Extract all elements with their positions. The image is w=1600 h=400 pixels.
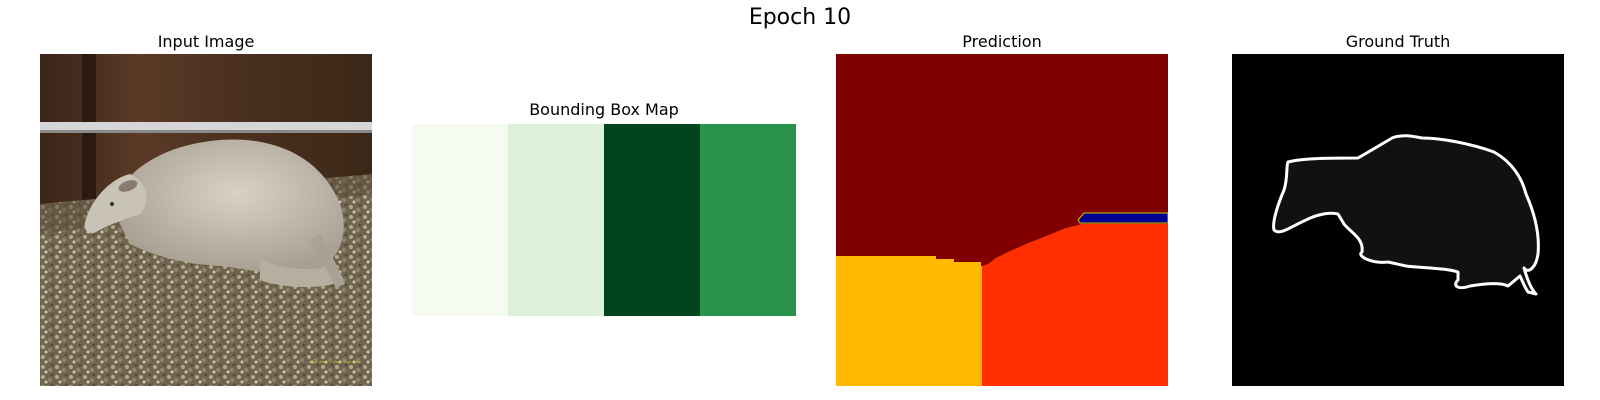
panel-title-ground-truth: Ground Truth — [1345, 32, 1451, 51]
panel-prediction: Prediction — [836, 30, 1168, 386]
panel-title-bbox: Bounding Box Map — [529, 100, 679, 119]
bbox-cell — [412, 124, 509, 316]
prediction-region-red — [982, 224, 1168, 386]
bbox-cell — [508, 124, 605, 316]
panel-title-input: Input Image — [157, 32, 255, 51]
sheep-photo: ~~ ~~~ — [40, 54, 372, 386]
figure-title: Epoch 10 — [748, 5, 852, 30]
bbox-heatmap — [412, 124, 796, 316]
panel-bounding-box-map: Bounding Box Map — [412, 100, 796, 318]
bbox-cell — [700, 124, 796, 316]
prediction-region-yellow — [836, 256, 982, 386]
bbox-cell — [604, 124, 701, 316]
panel-input-image: Input Image — [40, 30, 372, 386]
prediction-map — [836, 54, 1168, 386]
ground-truth-mask — [1232, 54, 1564, 386]
panel-title-prediction: Prediction — [962, 32, 1042, 51]
prediction-thin-stripe — [1077, 212, 1168, 224]
panel-ground-truth: Ground Truth — [1232, 30, 1564, 386]
svg-text:~~ ~~~: ~~ ~~~ — [308, 355, 362, 369]
ground-truth-sheep-mask — [1272, 134, 1540, 296]
